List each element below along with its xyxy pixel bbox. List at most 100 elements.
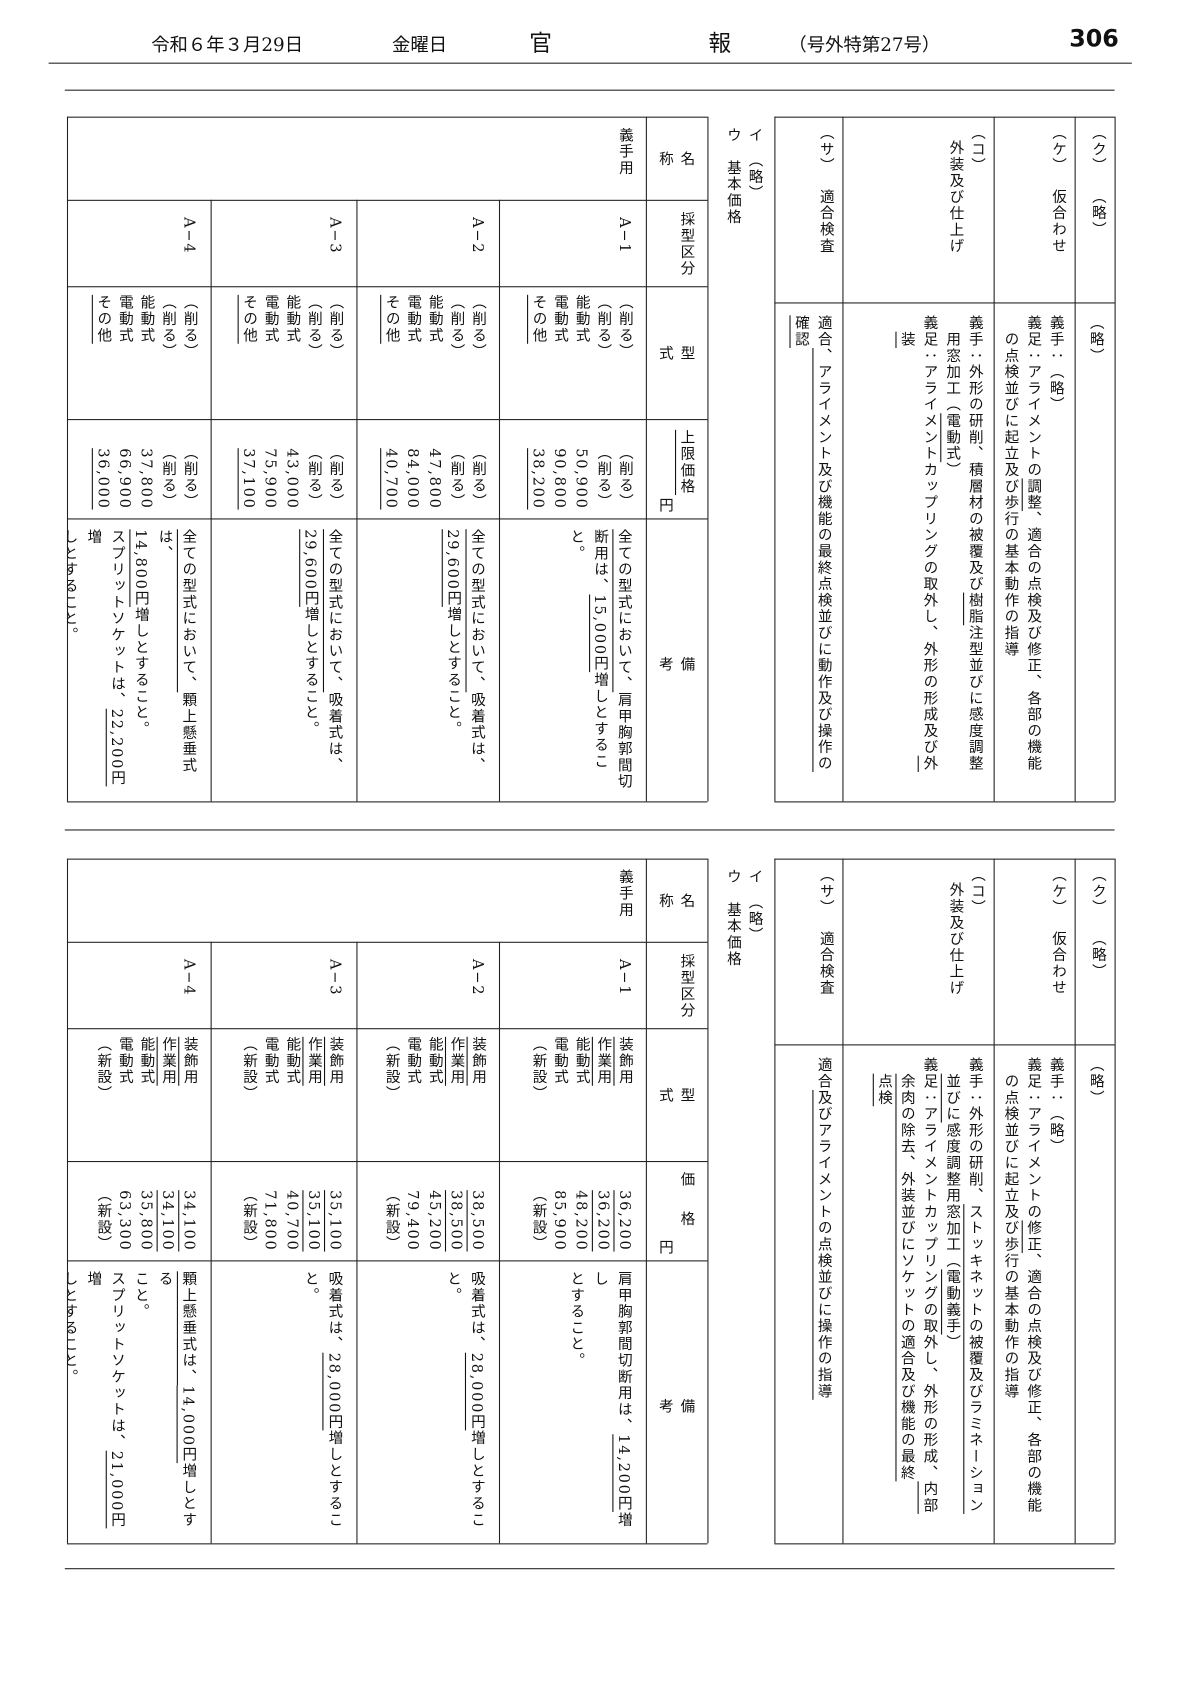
text-line: 37,800 xyxy=(135,419,157,518)
type-code: A−2 xyxy=(356,942,499,1028)
text-run: 外 xyxy=(920,755,938,772)
text-line: 能動式 xyxy=(135,295,157,419)
text-run: 点検 xyxy=(874,1073,893,1107)
text-run: 型式 xyxy=(655,345,695,416)
text-line: ウ 基本価格 xyxy=(721,127,743,332)
column-header: 型式 xyxy=(646,286,708,419)
text-run: 電動式 xyxy=(115,1036,133,1086)
text-run: （新設） xyxy=(382,1036,400,1103)
text-run: 全ての型式において、 xyxy=(614,529,632,693)
panel: （ク） （略） （略） （ケ） 仮合わせ 義手：（略） 義足：アライメントの調整、適合の点検… xyxy=(0,116,1180,803)
text-run: ） xyxy=(942,462,961,479)
remarks: 吸着式は、28,000円増しとすること。 xyxy=(211,1260,357,1543)
text-line: 型式 xyxy=(653,1028,696,1161)
table-rule xyxy=(66,116,708,118)
type-code: A−3 xyxy=(211,200,357,286)
item-label: （サ） 適合検査 xyxy=(774,117,842,303)
text-line: （新設） xyxy=(92,1161,114,1260)
text-line: スプリットソケットは、22,200円 増 xyxy=(81,529,129,801)
text-run: 電動式 xyxy=(550,1036,569,1086)
table-rule xyxy=(66,801,708,803)
text-line: （削る） xyxy=(467,419,489,518)
table-rule xyxy=(66,116,69,802)
text-run: （ク） xyxy=(1088,125,1106,175)
text-run: （新設） xyxy=(239,1186,258,1252)
text-run: （略） xyxy=(1088,189,1106,239)
text-line: 吸着式は、28,000円増しとすること。 xyxy=(298,1271,346,1543)
text-line: 円 xyxy=(653,419,675,518)
table-rule xyxy=(356,941,358,1544)
text-line: 29,600円増しとすること。 xyxy=(298,529,322,801)
model-types: 装飾用 作業用 能動式 電動式 （新設） xyxy=(67,1028,211,1161)
table-rule xyxy=(1114,858,1116,1544)
text-line: （ケ） 仮合わせ xyxy=(1047,125,1069,302)
text-run: A−2 xyxy=(468,217,487,255)
text-line: 36,200 xyxy=(592,1161,614,1260)
text-line: A−1 xyxy=(613,953,635,1029)
text-run: （ク） xyxy=(1088,867,1106,917)
text-run: 能動式 xyxy=(282,1036,301,1086)
text-line: （ク） （略） xyxy=(1086,125,1108,302)
table-rule xyxy=(645,116,647,802)
text-run: 14,800円 xyxy=(131,529,150,607)
text-run: 84,000 xyxy=(403,448,422,510)
text-run: 電動式 xyxy=(942,413,961,463)
rule xyxy=(64,89,1115,91)
text-line: 肩甲胸郭間切断用は、14,200円増し xyxy=(588,1271,636,1543)
text-run: 増 xyxy=(84,1271,102,1288)
text-run: 価格 xyxy=(677,1171,695,1251)
table-rule xyxy=(66,941,708,943)
text-run: 37,100 xyxy=(239,448,258,510)
row-name: 義手用 xyxy=(67,859,646,942)
header-page: 306 xyxy=(1069,25,1119,53)
text-line: 能動式 xyxy=(281,295,303,419)
text-run: （削る） xyxy=(468,294,487,361)
text-run: （削る） xyxy=(326,444,344,510)
type-code: A−1 xyxy=(499,200,646,286)
text-run: 適合検査 xyxy=(816,189,834,255)
text-line: （削る） xyxy=(178,419,200,518)
text-line: 義手：（略） xyxy=(1043,1057,1066,1543)
text-run: 断用は、 xyxy=(590,529,609,595)
table-rule xyxy=(993,116,995,802)
text-run: こと。 xyxy=(131,1271,150,1321)
item-label: （ク） （略） xyxy=(1075,859,1115,1045)
text-run: 肩甲胸郭間切断用は、 xyxy=(614,1271,632,1435)
text-run: 75,900 xyxy=(261,448,279,510)
text-line: 義足：アライメントの修正、適合の点検及び修正、各部の機能 xyxy=(1021,1057,1044,1543)
text-line: 電動式 xyxy=(259,295,281,419)
text-line: （コ）外装及び仕上げ xyxy=(944,867,987,1044)
text-line: A−2 xyxy=(467,953,489,1029)
text-line: 能動式 xyxy=(570,1037,592,1161)
text-line: 装飾用 xyxy=(613,1037,635,1161)
text-run: 及びアライメントの点検並びに操作の指導 xyxy=(814,1089,832,1400)
text-run: （新設） xyxy=(529,1186,547,1252)
text-line: その他 xyxy=(238,295,260,419)
text-run: 増しとすること。 xyxy=(301,1271,343,1529)
text-line: イ （略） xyxy=(743,869,765,1074)
text-line: 75,900 xyxy=(259,419,281,518)
text-run: 電動式 xyxy=(115,294,133,344)
column-header: 採型区分 xyxy=(646,942,708,1028)
text-run: 作業用 xyxy=(158,1036,177,1086)
text-line: A−2 xyxy=(467,211,489,287)
text-line: 用窓加工（電動式） xyxy=(940,315,963,801)
text-line: 備考 xyxy=(653,518,696,801)
table-rule xyxy=(774,801,1115,803)
header-date: 令和６年３月29日 xyxy=(151,34,304,57)
item-label: （サ） 適合検査 xyxy=(774,859,842,1045)
text-run: 29,600円 xyxy=(443,529,462,607)
text-run: （削る） xyxy=(158,294,177,361)
text-line: 能動式 xyxy=(423,295,445,419)
text-line: 47,800 xyxy=(423,419,445,518)
table-rule xyxy=(1114,116,1116,802)
text-line: 義手用 xyxy=(613,127,635,199)
text-line: 能動式 xyxy=(570,295,592,419)
text-run: 名称 xyxy=(655,150,695,194)
text-line: スプリットソケットは、21,000円 増 xyxy=(81,1271,129,1543)
text-run: 義手：（略） xyxy=(1046,1057,1064,1156)
text-line: 35,100 xyxy=(302,1161,324,1260)
text-run: 備考 xyxy=(655,656,695,802)
text-run: 義足：アライメントの xyxy=(1023,315,1042,479)
rule xyxy=(64,829,1115,831)
